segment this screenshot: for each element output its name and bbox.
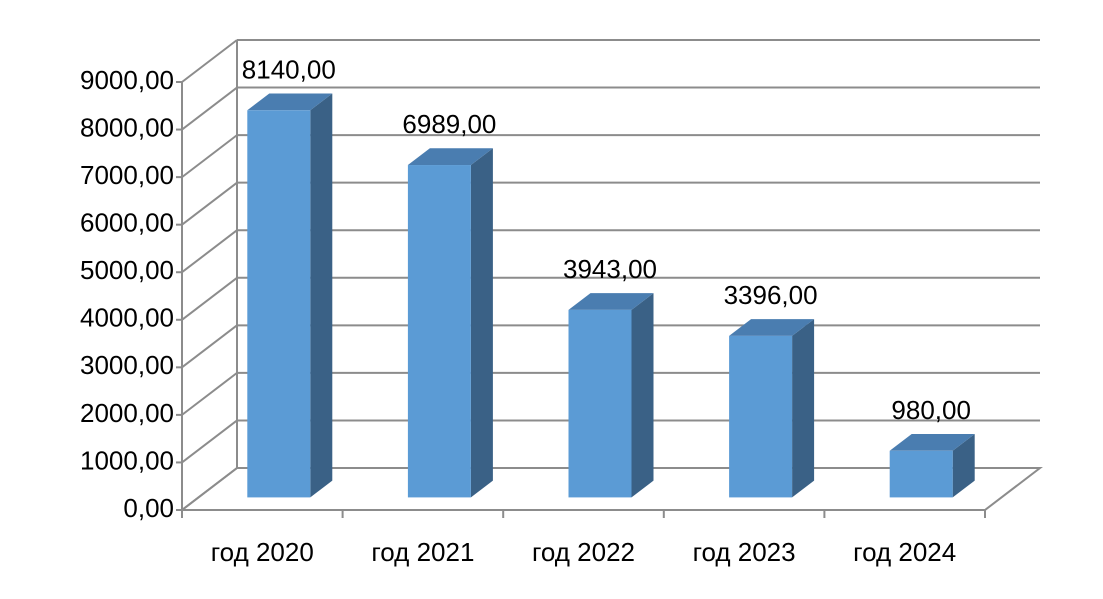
y-tick-label: 2000,00 [80, 398, 174, 428]
grid-line [181, 372, 238, 416]
x-tick-label: год 2022 [532, 537, 635, 567]
x-tick-label: год 2021 [371, 537, 474, 567]
bar-side [792, 319, 815, 498]
bar-top [568, 293, 654, 310]
bar-top [729, 319, 815, 336]
value-label: 8140,00 [242, 54, 336, 84]
bar [247, 110, 311, 498]
value-label: 980,00 [891, 395, 971, 425]
grid-line [181, 86, 238, 131]
y-tick-label: 8000,00 [80, 112, 174, 142]
x-tick-label: год 2023 [693, 537, 796, 567]
grid-line [181, 324, 238, 369]
grid-line [181, 419, 238, 464]
x-tick-label: год 2024 [853, 537, 956, 567]
grid-line [181, 134, 238, 178]
y-tick-label: 5000,00 [80, 255, 174, 285]
grid-line [181, 276, 238, 321]
bar-top [889, 433, 975, 451]
bar [889, 450, 953, 498]
bar-side [470, 148, 493, 498]
y-tick-label: 9000,00 [80, 65, 174, 95]
y-tick-label: 4000,00 [80, 303, 174, 333]
grid-line [181, 39, 238, 83]
y-tick-label: 3000,00 [80, 350, 174, 380]
y-tick-label: 0,00 [123, 493, 174, 523]
bar [729, 335, 793, 498]
value-label: 6989,00 [402, 109, 496, 139]
value-label: 3396,00 [724, 280, 818, 310]
y-tick-label: 7000,00 [80, 160, 174, 190]
value-label: 3943,00 [563, 254, 657, 284]
bar [568, 309, 632, 498]
grid-line [181, 229, 238, 274]
x-tick-label: год 2020 [211, 537, 314, 567]
y-tick-label: 6000,00 [80, 208, 174, 238]
bar-top [247, 93, 333, 111]
grid-line [181, 181, 238, 226]
bar-top [407, 148, 493, 166]
bar-side [631, 293, 654, 498]
bar-side [952, 433, 975, 498]
bar-side [310, 93, 333, 498]
grid-line [181, 467, 238, 511]
y-tick-label: 1000,00 [80, 445, 174, 475]
bar [407, 165, 471, 498]
